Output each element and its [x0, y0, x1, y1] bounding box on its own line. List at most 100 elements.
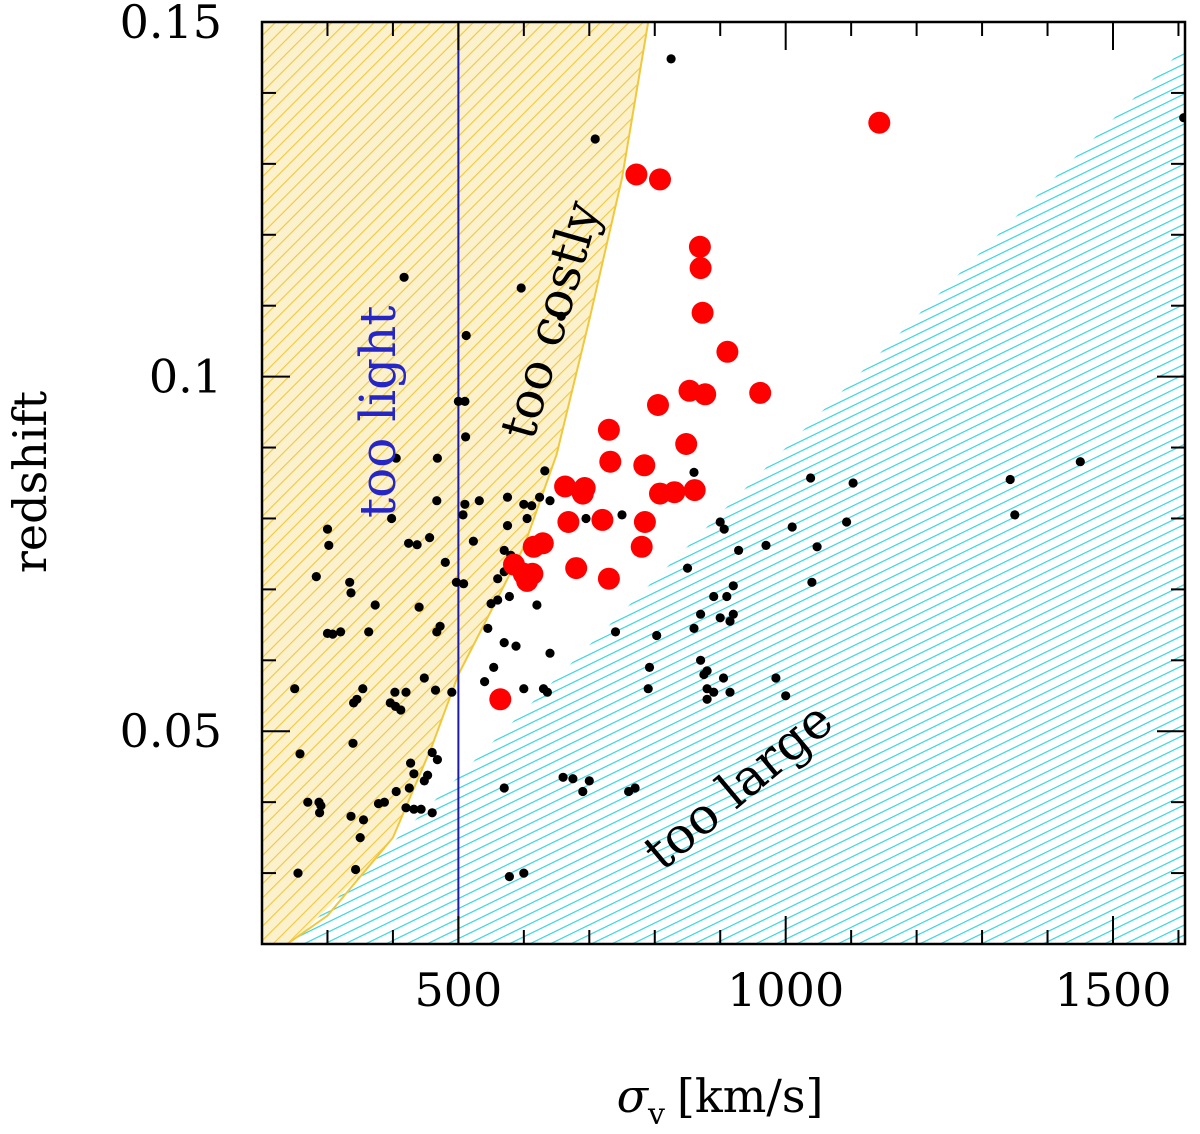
selected-point	[663, 481, 686, 504]
data-point	[425, 533, 435, 543]
data-point	[511, 641, 521, 651]
selected-point	[489, 688, 512, 711]
x-tick-labels: 500 1000 1500	[414, 963, 1171, 1017]
selected-point	[633, 454, 656, 477]
data-point	[486, 599, 496, 609]
data-point	[370, 600, 380, 610]
data-point	[761, 540, 771, 551]
selected-point	[597, 567, 620, 590]
data-point	[715, 613, 725, 623]
data-point	[542, 687, 553, 697]
data-point	[504, 872, 514, 882]
data-point	[387, 513, 397, 524]
data-point	[527, 501, 537, 511]
data-point	[460, 396, 470, 406]
x-axis-subscript: v	[647, 1097, 665, 1132]
selected-point	[516, 569, 539, 592]
selected-point	[597, 418, 620, 441]
data-point	[346, 588, 356, 598]
data-point	[328, 629, 338, 639]
data-point	[504, 591, 514, 602]
selected-point	[633, 511, 656, 533]
data-point	[519, 868, 529, 878]
data-point	[584, 776, 594, 786]
data-point	[293, 868, 303, 878]
data-point	[295, 749, 305, 759]
data-point	[725, 687, 735, 697]
data-point	[848, 478, 858, 488]
data-point	[734, 545, 744, 556]
data-point	[416, 804, 426, 814]
data-point	[461, 330, 471, 341]
data-point	[358, 684, 368, 694]
selected-point	[625, 163, 648, 186]
y-tick-label: 0.15	[120, 0, 222, 49]
data-point	[432, 496, 442, 506]
data-point	[718, 673, 729, 683]
data-point	[316, 801, 326, 811]
data-point	[578, 786, 588, 797]
data-point	[412, 540, 422, 550]
x-axis-title: σv [km/s]	[617, 1069, 824, 1132]
data-point	[1005, 474, 1015, 485]
data-point	[715, 517, 725, 527]
data-point	[453, 396, 463, 406]
data-point	[545, 496, 555, 506]
too-costly-boundary	[285, 22, 650, 944]
data-point	[399, 272, 409, 282]
data-point	[355, 833, 365, 843]
data-point	[401, 687, 411, 697]
data-point	[699, 669, 709, 680]
selected-point	[522, 535, 545, 558]
data-point	[728, 609, 738, 619]
data-point	[1075, 457, 1085, 467]
data-point	[414, 602, 424, 612]
data-point	[419, 776, 429, 786]
data-point	[522, 513, 532, 524]
selected-point	[647, 394, 669, 416]
data-point	[581, 513, 591, 524]
data-point	[535, 492, 545, 502]
y-tick-labels: 0.05 0.1 0.15	[120, 0, 222, 758]
data-point	[404, 538, 414, 548]
data-point	[430, 685, 441, 695]
data-point	[666, 54, 676, 64]
data-point	[719, 524, 729, 534]
data-point	[722, 591, 732, 602]
data-point	[682, 563, 693, 573]
data-point	[391, 786, 401, 797]
data-point	[842, 517, 852, 527]
data-point	[483, 623, 493, 634]
x-tick-label: 1000	[727, 963, 844, 1017]
selected-point	[630, 535, 653, 558]
data-point	[499, 783, 509, 793]
data-point	[812, 542, 822, 552]
data-point	[401, 803, 411, 813]
data-point	[419, 673, 429, 683]
data-point	[336, 627, 346, 637]
data-point	[728, 581, 738, 591]
selected-point	[716, 340, 739, 363]
data-point	[516, 283, 526, 293]
data-point	[702, 694, 712, 704]
other-points	[290, 54, 1185, 882]
selected-point	[554, 475, 577, 498]
selected-point	[557, 511, 580, 533]
data-point	[1179, 113, 1185, 123]
data-point	[545, 648, 555, 658]
data-point	[696, 609, 706, 619]
data-point	[406, 758, 416, 768]
data-point	[807, 577, 817, 587]
data-point	[540, 466, 550, 476]
data-point	[447, 687, 457, 697]
data-point	[493, 574, 503, 584]
data-point	[322, 524, 333, 534]
y-axis-title: redshift	[3, 390, 57, 573]
data-point	[499, 545, 509, 556]
data-point	[709, 591, 719, 602]
x-axis-unit: [km/s]	[677, 1069, 824, 1123]
data-point	[373, 799, 384, 809]
data-point	[519, 684, 529, 694]
y-tick-label: 0.05	[120, 704, 222, 758]
